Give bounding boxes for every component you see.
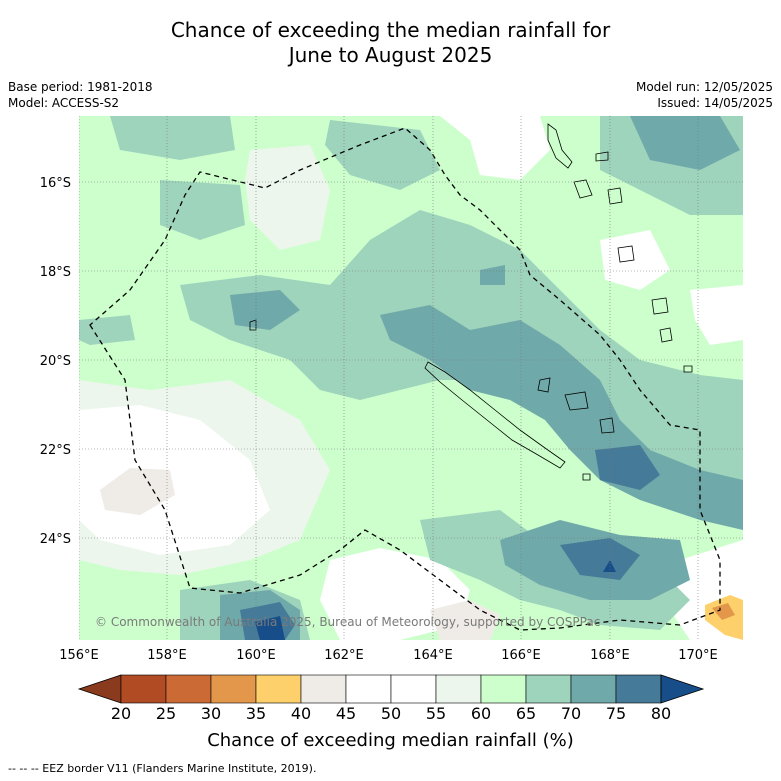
colorbar-swatch-40-45 — [300, 674, 347, 704]
meta-right: Model run: 12/05/2025 Issued: 14/05/2025 — [636, 79, 773, 111]
colorbar-tick-30: 30 — [200, 704, 222, 723]
base-period: Base period: 1981-2018 — [8, 80, 153, 94]
field-70-75-ne — [630, 116, 740, 170]
colorbar — [77, 674, 705, 704]
vanuatu-tanna — [651, 297, 669, 315]
vanuatu-malakula — [573, 179, 593, 199]
field-40-45-west — [100, 468, 175, 515]
field-75-80-e — [595, 445, 660, 490]
colorbar-swatch-35-40 — [255, 674, 302, 704]
vanuatu-aneityum — [659, 327, 673, 343]
colorbar-swatch-45-50 — [345, 674, 392, 704]
vanuatu-island-1 — [595, 151, 609, 162]
field-45-55-north — [440, 116, 550, 180]
field-55-60-north — [245, 145, 330, 250]
colorbar-tick-55: 55 — [425, 704, 447, 723]
colorbar-tick-60: 60 — [470, 704, 492, 723]
eez-footnote: -- -- -- EEZ border V11 (Flanders Marine… — [8, 762, 317, 775]
field-65-70-n — [325, 120, 440, 190]
colorbar-tick-45: 45 — [335, 704, 357, 723]
loyalty-island-lifou — [564, 391, 589, 411]
field-75-80-s — [560, 538, 640, 580]
field-65-70-nw — [110, 116, 235, 160]
map-field: © Commonwealth of Australia 2025, Bureau… — [79, 116, 743, 640]
colorbar-tick-70: 70 — [560, 704, 582, 723]
lon-label-156e: 156°E — [59, 648, 99, 663]
field-80-plus-s — [603, 560, 616, 572]
field-30-35-se — [712, 603, 735, 620]
colorbar-swatch-25-30 — [165, 674, 212, 704]
island-south — [582, 473, 591, 481]
colorbar-tick-25: 25 — [155, 704, 177, 723]
field-45-55-ne — [600, 230, 670, 290]
colorbar-tick-35: 35 — [245, 704, 267, 723]
island-east — [683, 365, 693, 373]
issued-date: Issued: 14/05/2025 — [657, 96, 773, 110]
lon-label-164e: 164°E — [413, 648, 453, 663]
vanuatu-efate — [617, 245, 635, 263]
title-line-2: June to August 2025 — [288, 43, 493, 67]
colorbar-label: Chance of exceeding median rainfall (%) — [207, 730, 574, 751]
colorbar-tick-75: 75 — [605, 704, 627, 723]
copyright-notice: © Commonwealth of Australia 2025, Bureau… — [95, 615, 600, 629]
lat-label-20s: 20°S — [40, 354, 71, 369]
field-70-75-small — [480, 265, 505, 285]
field-80-plus-sw — [255, 616, 285, 640]
vanuatu-espiritu-santo — [547, 123, 573, 169]
lon-label-168e: 168°E — [590, 648, 630, 663]
colorbar-swatch-75-80 — [615, 674, 662, 704]
lon-label-160e: 160°E — [236, 648, 276, 663]
lon-label-162e: 162°E — [324, 648, 364, 663]
loyalty-island-ouvea — [537, 377, 551, 393]
colorbar-tick-65: 65 — [515, 704, 537, 723]
field-45-55-east — [690, 285, 743, 345]
lat-label-22s: 22°S — [40, 443, 71, 458]
field-45-55-west — [79, 405, 270, 555]
loyalty-island-mare — [599, 417, 615, 434]
colorbar-tick-80: 80 — [650, 704, 672, 723]
colorbar-high-extend — [660, 674, 705, 704]
vanuatu-island-2 — [607, 187, 623, 205]
colorbar-swatch-50-55 — [390, 674, 437, 704]
field-40-45-south — [430, 600, 500, 640]
colorbar-swatch-60-65 — [480, 674, 527, 704]
field-65-70-far-w — [79, 315, 135, 345]
model-name: Model: ACCESS-S2 — [8, 96, 120, 110]
new-caledonia-coastline — [424, 361, 566, 469]
colorbar-low-extend — [77, 674, 122, 704]
colorbar-swatch-55-60 — [435, 674, 482, 704]
field-70-75-w — [230, 290, 300, 330]
eez-border — [89, 127, 721, 631]
lat-label-16s: 16°S — [40, 176, 71, 191]
meta-left: Base period: 1981-2018 Model: ACCESS-S2 — [8, 79, 153, 111]
colorbar-tick-50: 50 — [380, 704, 402, 723]
field-65-70-w — [160, 180, 245, 240]
lon-label-158e: 158°E — [147, 648, 187, 663]
colorbar-swatch-70-75 — [570, 674, 617, 704]
lon-label-170e: 170°E — [678, 648, 718, 663]
colorbar-tick-40: 40 — [290, 704, 312, 723]
colorbar-swatch-30-35 — [210, 674, 257, 704]
model-run: Model run: 12/05/2025 — [635, 80, 773, 94]
map-title: Chance of exceeding the median rainfall … — [0, 18, 781, 68]
colorbar-tick-20: 20 — [110, 704, 132, 723]
gridlines — [79, 116, 743, 640]
lon-label-166e: 166°E — [501, 648, 541, 663]
lat-label-18s: 18°S — [40, 265, 71, 280]
lat-label-24s: 24°S — [40, 532, 71, 547]
colorbar-swatch-65-70 — [525, 674, 572, 704]
colorbar-swatch-20-25 — [120, 674, 167, 704]
title-line-1: Chance of exceeding the median rainfall … — [170, 18, 611, 42]
